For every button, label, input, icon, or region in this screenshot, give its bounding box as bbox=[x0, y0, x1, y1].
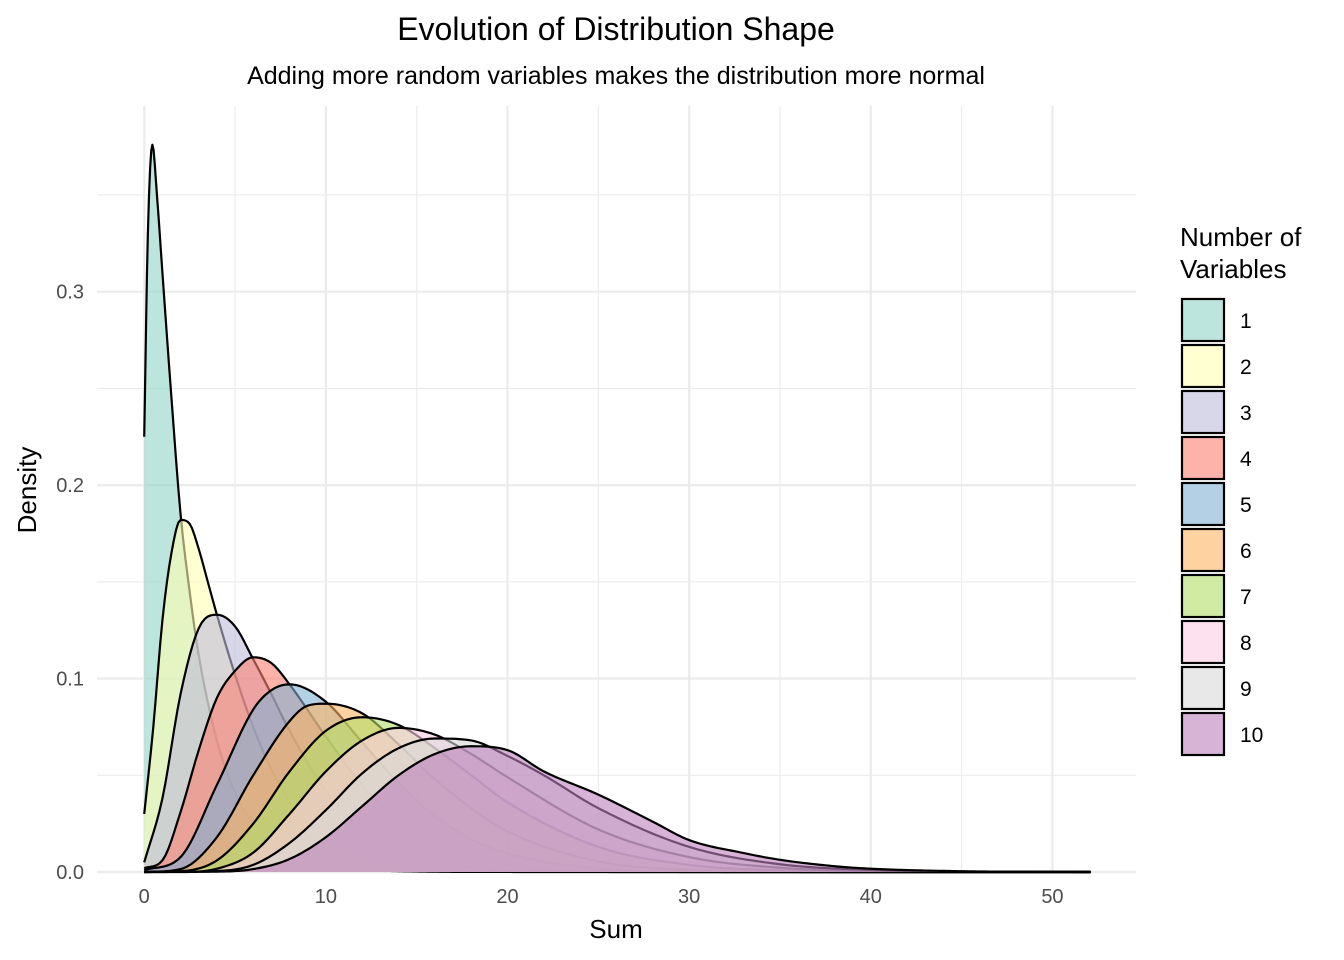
legend-label: 7 bbox=[1240, 586, 1252, 609]
legend: Number of Variables 1 2 3 4 5 6 7 8 9 10 bbox=[1180, 222, 1302, 757]
y-axis-ticks: 0.0 0.1 0.2 0.3 bbox=[56, 282, 84, 884]
legend-keys: 1 2 3 4 5 6 7 8 9 10 bbox=[1180, 297, 1263, 757]
legend-item-8: 8 bbox=[1180, 619, 1252, 665]
legend-swatch bbox=[1180, 665, 1226, 711]
legend-label: 9 bbox=[1240, 678, 1252, 701]
density-series-10 bbox=[144, 745, 1091, 874]
chart-title: Evolution of Distribution Shape bbox=[397, 11, 835, 47]
x-tick-label: 50 bbox=[1041, 886, 1063, 908]
legend-item-5: 5 bbox=[1180, 481, 1252, 527]
legend-item-10: 10 bbox=[1180, 711, 1263, 757]
x-tick-label: 40 bbox=[860, 886, 882, 908]
legend-item-9: 9 bbox=[1180, 665, 1252, 711]
legend-item-1: 1 bbox=[1180, 297, 1252, 343]
density-areas bbox=[143, 143, 1091, 874]
legend-swatch bbox=[1180, 527, 1226, 573]
legend-swatch bbox=[1180, 711, 1226, 757]
x-tick-label: 30 bbox=[678, 886, 700, 908]
x-axis-title: Sum bbox=[589, 914, 642, 944]
legend-swatch bbox=[1180, 297, 1226, 343]
legend-label: 1 bbox=[1240, 310, 1252, 333]
y-tick-label: 0.3 bbox=[56, 282, 84, 304]
legend-swatch bbox=[1180, 435, 1226, 481]
legend-item-3: 3 bbox=[1180, 389, 1252, 435]
legend-swatch bbox=[1180, 389, 1226, 435]
legend-label: 6 bbox=[1240, 540, 1252, 563]
legend-label: 5 bbox=[1240, 494, 1252, 517]
x-tick-label: 10 bbox=[315, 886, 337, 908]
legend-swatch bbox=[1180, 619, 1226, 665]
legend-item-2: 2 bbox=[1180, 343, 1252, 389]
legend-label: 4 bbox=[1240, 448, 1252, 471]
legend-item-4: 4 bbox=[1180, 435, 1252, 481]
x-tick-label: 20 bbox=[496, 886, 518, 908]
legend-label: 8 bbox=[1240, 632, 1252, 655]
y-tick-label: 0.1 bbox=[56, 669, 84, 691]
legend-swatch bbox=[1180, 481, 1226, 527]
x-axis-ticks: 0 10 20 30 40 50 bbox=[139, 886, 1064, 908]
x-tick-label: 0 bbox=[139, 886, 150, 908]
legend-swatch bbox=[1180, 573, 1226, 619]
y-tick-label: 0.0 bbox=[56, 862, 84, 884]
y-axis-title: Density bbox=[12, 447, 42, 534]
density-outline-10 bbox=[144, 745, 1091, 874]
legend-label: 10 bbox=[1240, 724, 1263, 747]
chart-subtitle: Adding more random variables makes the d… bbox=[247, 62, 985, 90]
legend-title-line-1: Number of bbox=[1180, 222, 1302, 252]
legend-label: 2 bbox=[1240, 356, 1252, 379]
legend-title-line-2: Variables bbox=[1180, 254, 1286, 284]
legend-swatch bbox=[1180, 343, 1226, 389]
density-fill-10 bbox=[144, 746, 1091, 872]
legend-label: 3 bbox=[1240, 402, 1252, 425]
y-tick-label: 0.2 bbox=[56, 475, 84, 497]
legend-item-7: 7 bbox=[1180, 573, 1252, 619]
legend-item-6: 6 bbox=[1180, 527, 1252, 573]
